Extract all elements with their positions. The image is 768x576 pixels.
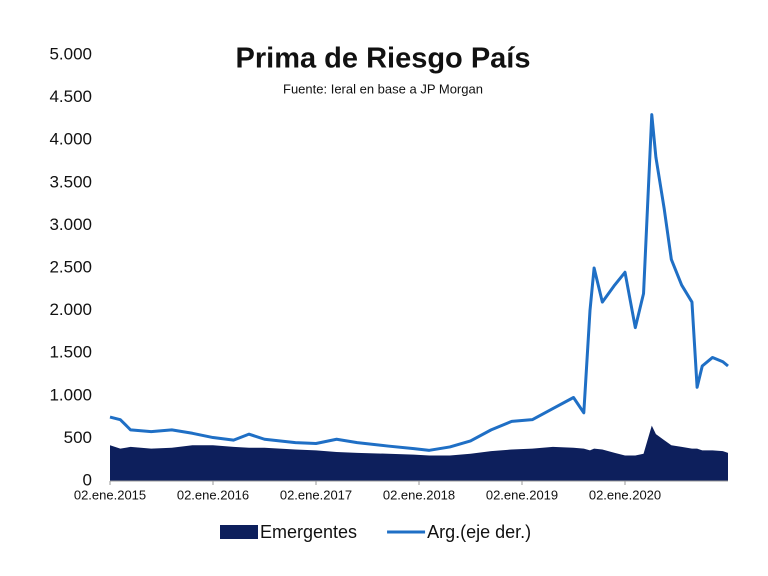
y-tick-label: 4.500 xyxy=(49,87,92,106)
y-tick-label: 2.000 xyxy=(49,300,92,319)
y-tick-label: 500 xyxy=(64,428,92,447)
x-tick-label: 02.ene.2016 xyxy=(177,487,249,502)
y-tick-label: 5.000 xyxy=(49,44,92,63)
area xyxy=(110,425,728,481)
legend-label: Arg.(eje der.) xyxy=(427,522,531,542)
x-tick-label: 02.ene.2015 xyxy=(74,487,146,502)
x-tick-label: 02.ene.2017 xyxy=(280,487,352,502)
x-tick-label: 02.ene.2020 xyxy=(589,487,661,502)
legend-label: Emergentes xyxy=(260,522,357,542)
y-tick-label: 2.500 xyxy=(49,257,92,276)
y-tick-label: 1.000 xyxy=(49,385,92,404)
y-tick-label: 0 xyxy=(83,470,92,489)
legend-swatch xyxy=(220,525,258,539)
y-tick-label: 4.000 xyxy=(49,130,92,149)
x-tick-label: 02.ene.2019 xyxy=(486,487,558,502)
line xyxy=(109,113,729,452)
y-tick-label: 3.500 xyxy=(49,172,92,191)
y-tick-label: 1.500 xyxy=(49,343,92,362)
y-tick-label: 3.000 xyxy=(49,215,92,234)
chart-title: Prima de Riesgo País xyxy=(236,43,531,75)
chart-subtitle: Fuente: Ieral en base a JP Morgan xyxy=(283,81,483,96)
x-tick-label: 02.ene.2018 xyxy=(383,487,455,502)
